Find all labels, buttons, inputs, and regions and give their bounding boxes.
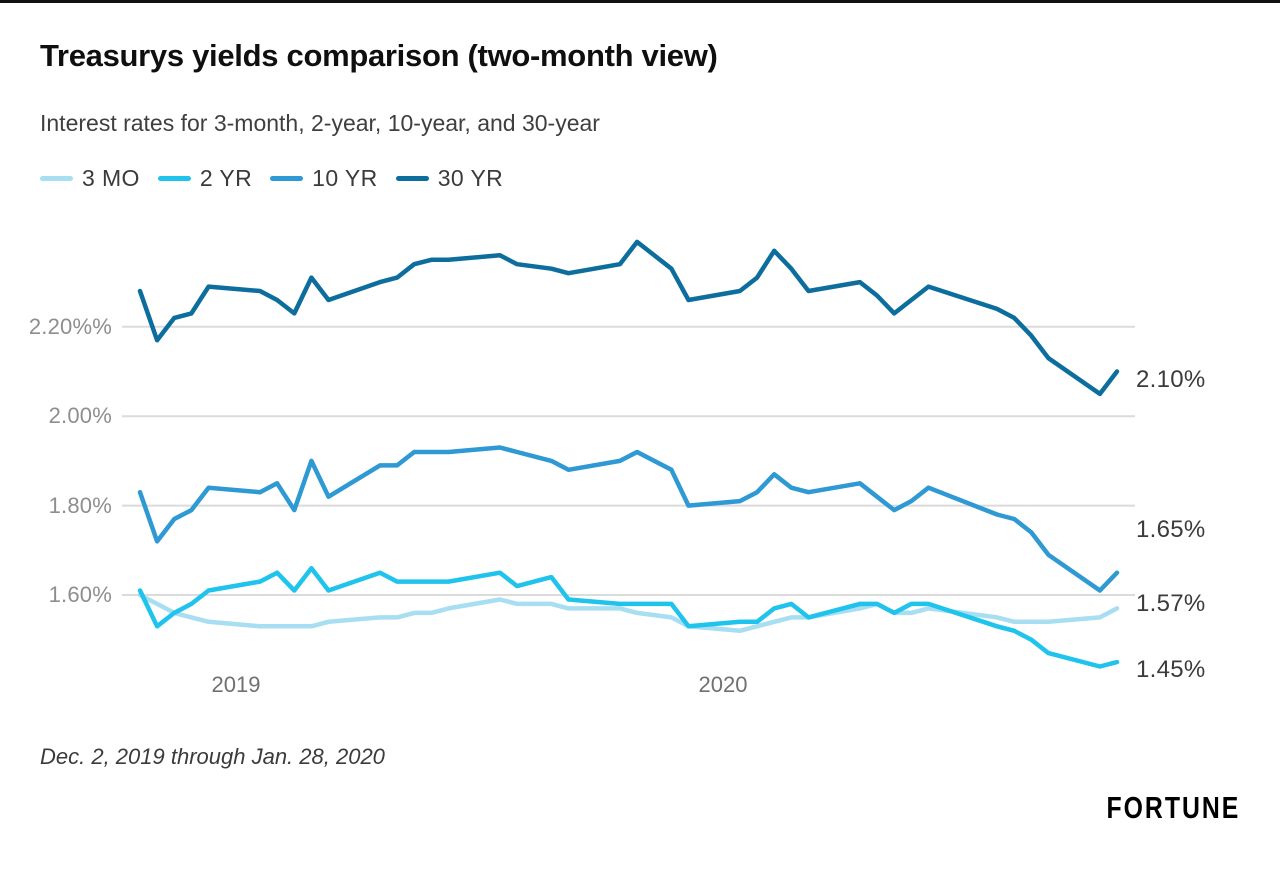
legend-line-swatch [157, 176, 191, 181]
x-axis-tick-label: 2020 [698, 672, 748, 697]
legend-item-30-yr: 30 YR [395, 165, 504, 192]
line-3-mo [137, 592, 1120, 634]
series-end-value-label: 1.45% [1136, 656, 1206, 683]
date-range-footnote: Dec. 2, 2019 through Jan. 28, 2020 [40, 744, 385, 769]
legend-label: 30 YR [437, 165, 504, 191]
top-border-rule [0, 0, 1280, 3]
series-end-value-label: 1.65% [1136, 516, 1206, 543]
legend-line-swatch [270, 176, 304, 181]
line-30-yr [137, 239, 1120, 397]
legend-item-10-yr: 10 YR [270, 165, 378, 192]
legend-label: 10 YR [312, 165, 378, 191]
y-axis-tick-label: 2.20%% [28, 314, 112, 339]
y-axis-tick-label: 2.00% [48, 403, 112, 428]
legend-label: 3 MO [82, 165, 140, 191]
series-end-value-label: 1.57% [1136, 590, 1206, 617]
y-axis-tick-label: 1.80% [48, 493, 112, 518]
legend-item-2-yr: 2 YR [157, 165, 253, 192]
chart-legend: 3 MO 2 YR 10 YR 30 YR [40, 165, 503, 192]
series-end-value-label: 2.10% [1136, 366, 1206, 393]
line-2-yr [137, 565, 1120, 669]
x-axis-tick-label: 2019 [211, 672, 261, 697]
legend-line-swatch [40, 176, 73, 181]
page-title: Treasurys yields comparison (two-month v… [40, 38, 718, 73]
fortune-logo: FORTUNE [1106, 790, 1240, 825]
legend-label: 2 YR [199, 165, 253, 191]
line-10-yr [137, 445, 1120, 593]
legend-line-swatch [395, 176, 429, 181]
page-subtitle: Interest rates for 3-month, 2-year, 10-y… [40, 110, 600, 136]
y-axis-tick-label: 1.60% [48, 582, 112, 607]
legend-item-3-mo: 3 MO [40, 165, 140, 192]
